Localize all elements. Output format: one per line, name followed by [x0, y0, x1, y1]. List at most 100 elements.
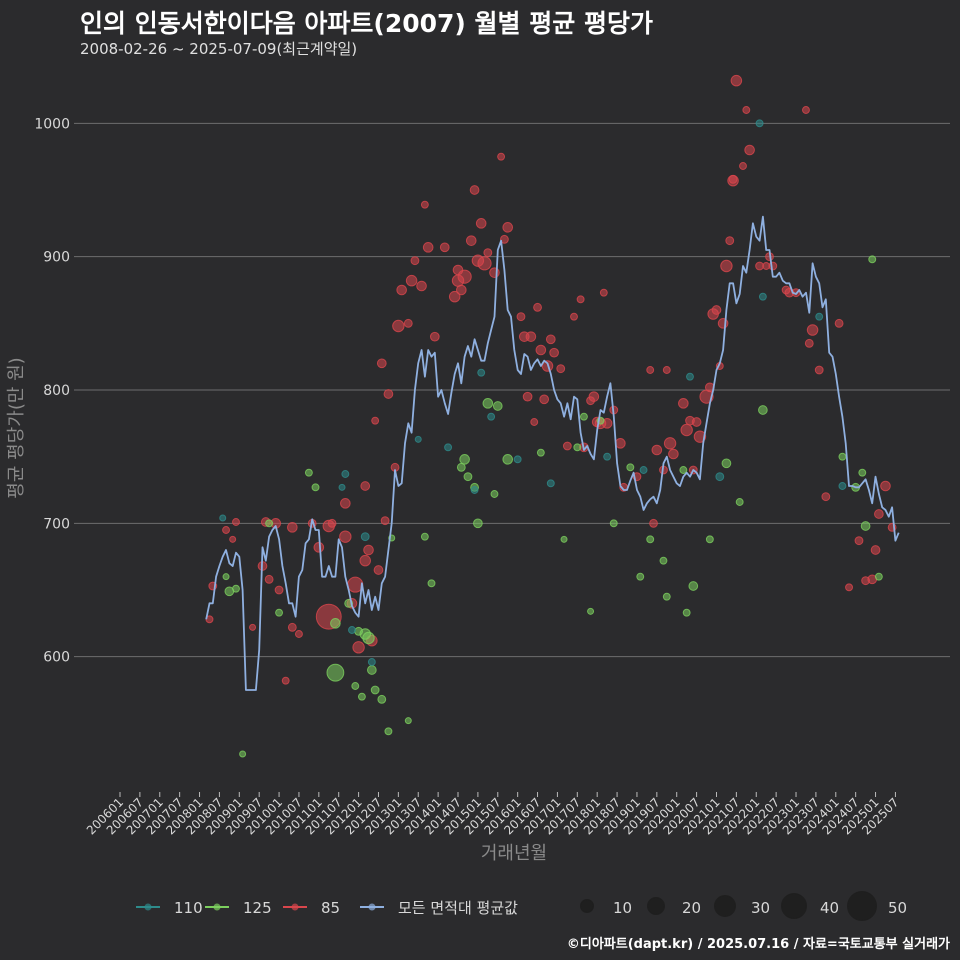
- scatter-point-125: [330, 618, 341, 629]
- scatter-point-85: [744, 144, 755, 156]
- scatter-point-85: [327, 518, 337, 528]
- scatter-point-110: [341, 470, 350, 478]
- scatter-point-85: [539, 394, 550, 405]
- scatter-point-85: [497, 152, 506, 161]
- scatter-point-110: [348, 626, 356, 634]
- scatter-point-85: [469, 185, 480, 195]
- scatter-point-85: [229, 535, 237, 543]
- scatter-point-85: [465, 235, 477, 246]
- scatter-point-85: [363, 544, 374, 556]
- y-tick-label: 800: [43, 383, 70, 399]
- scatter-point-110: [360, 532, 370, 542]
- scatter-point-125: [587, 607, 595, 615]
- scatter-point-125: [304, 468, 313, 477]
- scatter-point-125: [384, 727, 393, 736]
- scatter-point-85: [287, 522, 298, 533]
- scatter-point-85: [739, 162, 747, 170]
- y-axis-label: 평균 평당가(만 원): [6, 357, 27, 498]
- scatter-point-85: [287, 622, 297, 632]
- scatter-point-85: [663, 437, 677, 450]
- scatter-point-85: [668, 448, 679, 460]
- scatter-point-85: [556, 364, 566, 374]
- legend-size-label: 40: [820, 899, 839, 917]
- scatter-point-110: [414, 435, 422, 443]
- scatter-point-110: [477, 368, 486, 377]
- scatter-point-125: [682, 608, 691, 617]
- scatter-point-125: [626, 463, 635, 472]
- scatter-point-110: [639, 466, 648, 474]
- scatter-point-85: [373, 565, 384, 575]
- scatter-point-85: [533, 302, 542, 312]
- legend: 110 125 85 모든 면적대 평균값 10 20 30 40 50: [136, 891, 907, 921]
- scatter-point-110: [838, 482, 847, 490]
- scatter-point-85: [396, 284, 407, 296]
- scatter-point-125: [502, 454, 514, 465]
- scatter-point-85: [804, 338, 814, 348]
- scatter-point-125: [404, 717, 412, 725]
- scatter-point-85: [821, 492, 831, 502]
- grid-lines: [74, 122, 950, 658]
- scatter-point-85: [264, 574, 274, 584]
- scatter-point-125: [265, 519, 274, 528]
- scatter-point-85: [678, 398, 689, 409]
- average-line: [205, 215, 900, 691]
- scatter-point-125: [232, 584, 240, 593]
- scatter-point-125: [366, 665, 377, 675]
- scatter-point-85: [720, 259, 733, 273]
- scatter-point-85: [448, 290, 461, 303]
- scatter-point-110: [487, 412, 496, 421]
- scatter-point-85: [516, 312, 526, 322]
- scatter-point-85: [576, 295, 585, 304]
- scatter-point-125: [868, 255, 877, 264]
- scatter-point-125: [463, 472, 473, 482]
- scatter-point-110: [470, 486, 479, 494]
- scatter-point-125: [659, 556, 668, 565]
- scatter-point-85: [352, 641, 365, 654]
- y-tick-label: 700: [43, 516, 70, 532]
- scatter-point-110: [603, 452, 612, 461]
- scatter-point-125: [326, 663, 345, 682]
- scatter-point-85: [274, 585, 284, 595]
- scatter-point-85: [725, 236, 735, 246]
- scatter-point-110: [444, 443, 453, 452]
- scatter-point-85: [502, 222, 514, 233]
- legend-size-label: 30: [751, 899, 770, 917]
- scatter-point-85: [360, 481, 371, 491]
- scatter-point-85: [371, 416, 380, 425]
- scatter-point-125: [646, 535, 655, 544]
- source-credit: ©디아파트(dapt.kr) / 2025.07.16 / 자료=국토교통부 실…: [566, 937, 950, 952]
- scatter-points: [205, 74, 897, 758]
- scatter-point-125: [679, 466, 688, 474]
- scatter-point-110: [513, 455, 522, 464]
- scatter-point-85: [420, 200, 429, 209]
- scatter-point-85: [522, 391, 533, 402]
- scatter-point-85: [545, 334, 556, 345]
- scatter-point-85: [500, 234, 509, 244]
- scatter-point-85: [562, 441, 572, 451]
- legend-size-label: 50: [888, 899, 907, 917]
- legend-swatch-dot: [144, 903, 152, 911]
- scatter-point-85: [742, 106, 751, 114]
- scatter-point-85: [570, 312, 578, 321]
- scatter-point-110: [546, 479, 555, 488]
- scatter-point-125: [860, 521, 871, 531]
- legend-size-dot: [714, 895, 736, 917]
- scatter-point-85: [457, 269, 472, 284]
- scatter-point-85: [530, 418, 539, 426]
- scatter-point-110: [715, 472, 725, 482]
- scatter-point-125: [705, 535, 714, 544]
- scatter-point-85: [483, 248, 493, 258]
- scatter-point-85: [834, 318, 844, 328]
- scatter-point-85: [403, 318, 413, 328]
- scatter-point-125: [735, 498, 744, 506]
- scatter-point-85: [232, 518, 240, 526]
- scatter-point-85: [359, 554, 371, 567]
- scatter-point-85: [429, 331, 440, 342]
- y-tick-label: 900: [43, 250, 70, 266]
- average-line-layer: [205, 215, 900, 691]
- scatter-point-125: [858, 468, 867, 477]
- scatter-point-85: [662, 366, 671, 374]
- scatter-point-110: [367, 658, 376, 666]
- scatter-point-85: [294, 630, 303, 638]
- scatter-point-110: [219, 514, 227, 522]
